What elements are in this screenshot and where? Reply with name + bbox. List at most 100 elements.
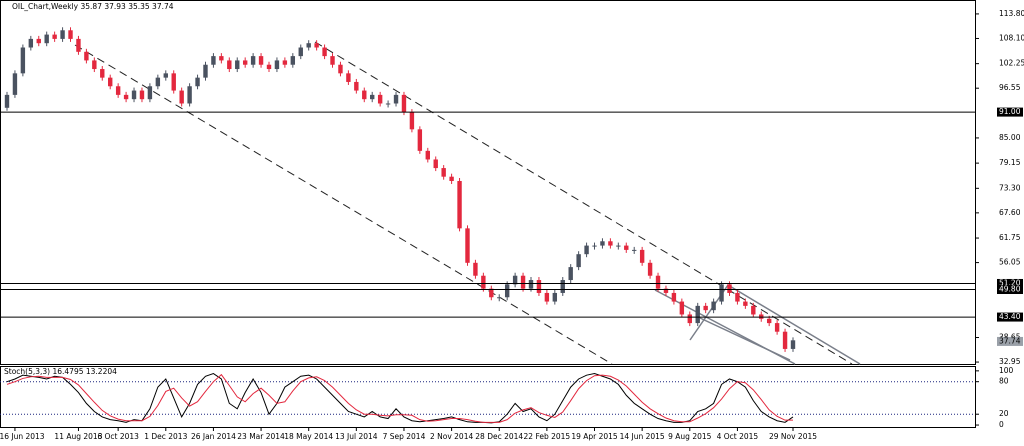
candle [481,275,486,289]
candle [227,60,232,70]
last-price-label: 37.74 [999,336,1021,345]
candle [544,292,550,302]
x-tick-label: 18 May 2014 [284,432,333,441]
candle [679,301,685,315]
trendline [314,41,853,365]
candle [179,90,184,104]
candle [131,90,137,100]
stoch-line [6,373,794,424]
candle [687,314,692,324]
y-tick-label: 113.80 [999,9,1024,18]
candle [354,81,359,91]
candle [584,245,589,255]
candle [76,38,81,52]
candle [338,64,343,74]
y-tick-label: 102.25 [999,59,1024,68]
x-tick-label: 29 Nov 2015 [769,432,817,441]
candle [512,275,518,285]
y-tick-label: 100 [999,366,1014,375]
candle [727,284,732,293]
candle [719,284,724,302]
candle [187,86,192,104]
candle [290,56,296,65]
x-tick-label: 1 Dec 2013 [144,432,187,441]
candle [219,56,224,61]
x-tick-label: 23 Mar 2014 [237,432,285,441]
candle [639,249,645,263]
candle [314,43,319,48]
candle [782,331,788,349]
level-label-box [997,107,1023,117]
y-tick-label: 67.60 [999,208,1021,217]
candle [108,77,113,87]
candle [489,288,494,298]
candle [497,297,502,299]
candle [608,241,613,246]
trendline [74,44,613,365]
candle [401,94,407,113]
candle [266,64,272,70]
candle [346,73,351,82]
y-tick-label: 20 [999,409,1009,418]
x-tick-label: 4 Oct 2015 [717,432,759,441]
chart-title: OIL_Chart,Weekly 35.87 37.93 35.35 37.74 [12,2,174,11]
candle [695,305,700,324]
candle [52,34,57,39]
candle [385,103,391,105]
candle [235,60,240,70]
y-tick-label: 96.55 [999,83,1021,92]
candle [592,245,597,247]
candle [330,56,335,65]
candle [84,51,89,61]
candle [417,129,423,151]
candle [362,90,367,100]
y-tick-label: 56.05 [999,258,1021,267]
y-tick-label: 108.10 [999,33,1024,42]
x-tick-label: 14 Jun 2015 [620,432,665,441]
level-label: 49.80 [999,285,1021,294]
level-label: 91.00 [999,107,1021,116]
candle [282,60,288,65]
candle [163,73,168,78]
candle [370,94,375,100]
candle [433,159,438,169]
candle [4,94,10,108]
candle [449,176,454,181]
candle [92,60,97,70]
candle [250,56,256,65]
candle [655,275,661,289]
candle [600,241,605,246]
candle [457,180,462,229]
y-tick-label: 85.00 [999,133,1021,142]
y-tick-label: 61.75 [999,233,1021,242]
level-label-box [997,278,1023,288]
candle [258,56,264,65]
candle [624,245,629,250]
candle [743,301,748,306]
stochastic-title: Stoch(5,3,3) 16.4795 13.2204 [4,367,117,376]
candle [171,73,176,91]
candle [703,305,708,311]
candle [100,69,105,78]
candle [560,280,565,293]
y-tick-label: 0 [999,420,1004,429]
stochastic-panel [0,366,976,428]
y-tick-label: 79.15 [999,158,1021,167]
candle [155,77,161,87]
candle [711,301,716,311]
candle [751,305,756,315]
y-tick-label: 80 [999,377,1009,386]
candle [28,38,34,48]
candle [528,280,534,289]
candle [147,86,153,100]
y-tick-label: 32.95 [999,357,1021,366]
candle [20,47,26,74]
candle [60,30,65,39]
candle [36,38,41,44]
candle [663,288,669,293]
candle [766,318,772,324]
candle [441,168,446,177]
candle [671,292,677,302]
level-label-box [997,285,1023,295]
